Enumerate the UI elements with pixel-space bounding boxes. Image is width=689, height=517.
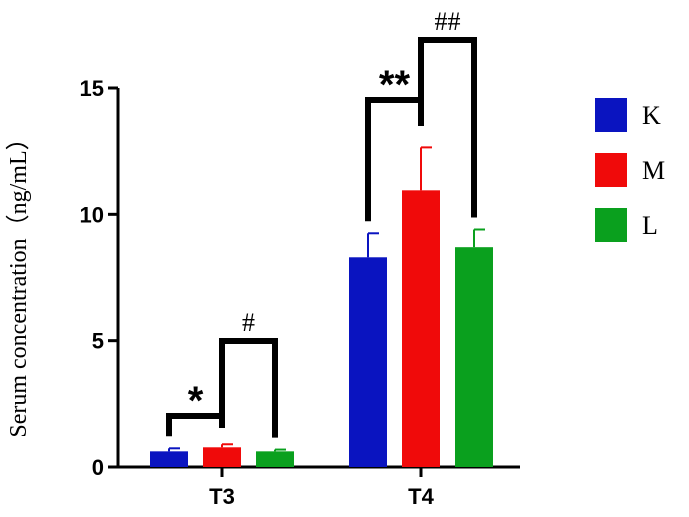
significance-bracket bbox=[219, 338, 278, 438]
legend-label: M bbox=[642, 156, 665, 185]
significance-label: ## bbox=[435, 7, 461, 36]
legend-swatch bbox=[595, 98, 627, 132]
chart-bars bbox=[150, 146, 493, 467]
significance-label: # bbox=[242, 308, 255, 337]
x-tick-label: T4 bbox=[408, 484, 434, 509]
y-tick-label: 10 bbox=[80, 202, 104, 227]
y-tick-label: 5 bbox=[92, 329, 104, 354]
y-axis-label: Serum concentration（ng/mL） bbox=[6, 126, 32, 437]
chart-axes: 0 5 10 15 T3 T4 bbox=[80, 76, 520, 509]
significance-bracket bbox=[418, 37, 477, 218]
bar bbox=[455, 247, 493, 467]
chart-legend: KML bbox=[595, 98, 665, 242]
bar bbox=[256, 451, 294, 467]
y-tick-label: 0 bbox=[92, 455, 104, 480]
bar bbox=[203, 447, 241, 467]
significance-label: ** bbox=[379, 63, 411, 107]
significance-label: * bbox=[188, 379, 204, 423]
bar bbox=[150, 451, 188, 467]
significance-bracket bbox=[166, 413, 225, 437]
legend-swatch bbox=[595, 208, 627, 242]
bar bbox=[349, 257, 387, 467]
y-tick-label: 15 bbox=[80, 76, 104, 101]
significance-annotations: * # ** ## bbox=[166, 7, 477, 438]
x-tick-label: T3 bbox=[209, 484, 235, 509]
bar bbox=[402, 190, 440, 467]
legend-swatch bbox=[595, 153, 627, 187]
legend-label: K bbox=[642, 101, 661, 130]
legend-label: L bbox=[642, 211, 658, 240]
